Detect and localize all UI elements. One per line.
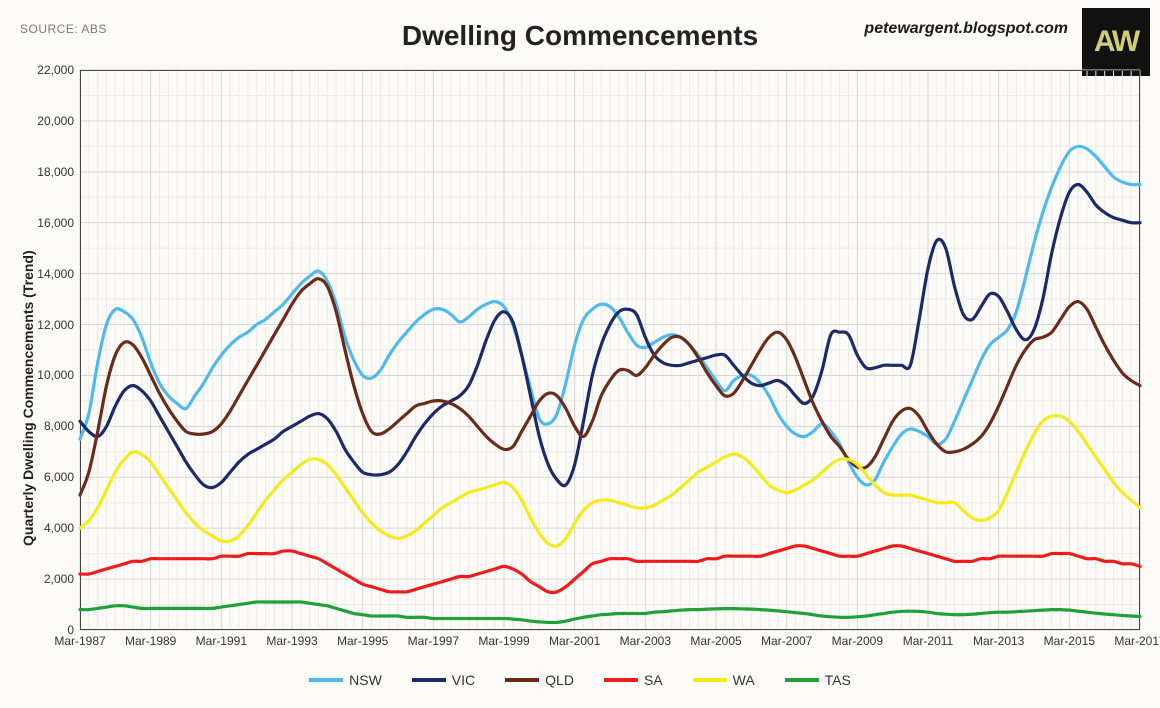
legend-item-wa: WA xyxy=(693,672,755,688)
legend-swatch xyxy=(505,678,539,682)
legend-swatch xyxy=(309,678,343,682)
legend: NSW VIC QLD SA WA TAS xyxy=(0,672,1160,688)
x-tick-label: Mar-2013 xyxy=(973,630,1024,648)
x-tick-label: Mar-2001 xyxy=(549,630,600,648)
x-tick-label: Mar-2005 xyxy=(690,630,741,648)
x-tick-label: Mar-2015 xyxy=(1044,630,1095,648)
y-tick-label: 10,000 xyxy=(37,368,80,382)
y-tick-label: 2,000 xyxy=(44,572,80,586)
legend-item-qld: QLD xyxy=(505,672,574,688)
y-tick-label: 14,000 xyxy=(37,267,80,281)
x-tick-label: Mar-1989 xyxy=(125,630,176,648)
legend-label: VIC xyxy=(452,672,475,688)
y-tick-label: 4,000 xyxy=(44,521,80,535)
series-tas xyxy=(80,602,1140,623)
legend-swatch xyxy=(785,678,819,682)
x-tick-label: Mar-1987 xyxy=(54,630,105,648)
legend-item-sa: SA xyxy=(604,672,663,688)
attribution: petewargent.blogspot.com xyxy=(864,20,1068,38)
x-tick-label: Mar-2017 xyxy=(1114,630,1160,648)
series-lines xyxy=(80,70,1140,630)
legend-label: QLD xyxy=(545,672,574,688)
logo-badge: AW xyxy=(1082,8,1150,76)
legend-item-nsw: NSW xyxy=(309,672,382,688)
y-tick-label: 18,000 xyxy=(37,165,80,179)
legend-swatch xyxy=(604,678,638,682)
y-tick-label: 8,000 xyxy=(44,419,80,433)
legend-item-tas: TAS xyxy=(785,672,851,688)
x-tick-label: Mar-2007 xyxy=(761,630,812,648)
y-tick-label: 20,000 xyxy=(37,114,80,128)
legend-label: TAS xyxy=(825,672,851,688)
x-tick-label: Mar-1995 xyxy=(337,630,388,648)
legend-swatch xyxy=(693,678,727,682)
y-tick-label: 12,000 xyxy=(37,318,80,332)
legend-swatch xyxy=(412,678,446,682)
chart-root: SOURCE: ABS Dwelling Commencements petew… xyxy=(0,0,1160,708)
x-tick-label: Mar-1999 xyxy=(478,630,529,648)
plot-area: 02,0004,0006,0008,00010,00012,00014,0001… xyxy=(80,70,1140,630)
y-tick-label: 16,000 xyxy=(37,216,80,230)
y-tick-label: 22,000 xyxy=(37,63,80,77)
legend-label: NSW xyxy=(349,672,382,688)
x-tick-label: Mar-2011 xyxy=(903,630,953,648)
legend-label: WA xyxy=(733,672,755,688)
x-tick-label: Mar-1993 xyxy=(266,630,317,648)
legend-item-vic: VIC xyxy=(412,672,475,688)
logo-text: AW xyxy=(1094,25,1138,59)
y-axis-title: Quarterly Dwelling Commencements (Trend) xyxy=(20,250,36,546)
legend-label: SA xyxy=(644,672,663,688)
x-tick-label: Mar-1997 xyxy=(408,630,459,648)
x-tick-label: Mar-1991 xyxy=(196,630,247,648)
series-sa xyxy=(80,546,1140,593)
x-tick-label: Mar-2003 xyxy=(620,630,671,648)
y-tick-label: 6,000 xyxy=(44,470,80,484)
x-tick-label: Mar-2009 xyxy=(832,630,883,648)
